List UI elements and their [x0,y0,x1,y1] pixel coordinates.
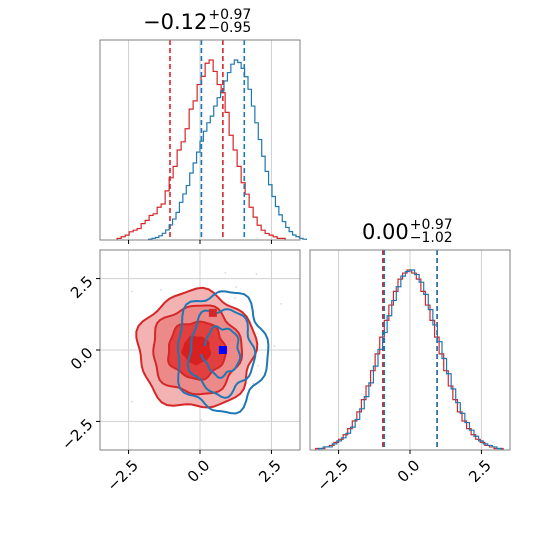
panel-title-param-0: −0.12 +0.97 −0.95 [143,7,252,36]
marginal-1-xtick-label: 0.0 [394,456,424,486]
joint-xtick-label: 2.5 [255,456,285,486]
joint-sample-point [131,290,133,293]
joint-best-fit-marker [200,346,209,354]
joint-sample-point [257,364,259,367]
title-plus: +0.97 [208,7,252,23]
joint-sample-point [235,286,238,289]
joint-blue-contour-line [186,308,257,399]
joint-sample-point [233,297,236,300]
panel-title-param-1: 0.00 +0.97 −1.02 [362,217,453,246]
marginal-1-xtick-label: −2.5 [314,456,352,494]
joint-best-fit-marker [218,346,227,354]
joint-panel [96,249,301,454]
joint-xtick-label: −2.5 [104,456,142,494]
joint-sample-point [224,271,227,274]
joint-red-contour-line [135,286,259,409]
joint-sample-point [280,302,282,305]
joint-red-contour-line [167,320,228,381]
title-minus: −1.02 [409,230,453,246]
joint-sample-point [252,382,255,385]
marginal-0-histogram-series-1 [147,59,307,240]
joint-ytick-label: 0.0 [67,344,97,374]
joint-ytick-label: −2.5 [58,415,96,453]
title-median: 0.00 [362,220,409,244]
joint-sample-point [131,400,133,403]
marginal-1-panel [309,249,511,454]
joint-xtick-label: 0.0 [184,456,214,486]
marginal-1-histogram-series-1 [317,269,503,450]
joint-sample-point [273,345,276,347]
joint-sample-point [159,288,162,291]
joint-red-contour-line [152,304,244,396]
marginal-1-xtick-label: 2.5 [465,456,495,486]
marginal-0-panel [99,39,307,244]
title-plus: +0.97 [409,217,453,233]
title-median: −0.12 [143,10,208,34]
joint-extra-marker [208,308,217,317]
joint-ytick-label: 2.5 [67,272,97,302]
title-minus: −0.95 [208,20,252,36]
joint-sample-point [200,419,203,421]
joint-blue-contour-line [176,290,270,415]
joint-sample-point [255,273,258,275]
